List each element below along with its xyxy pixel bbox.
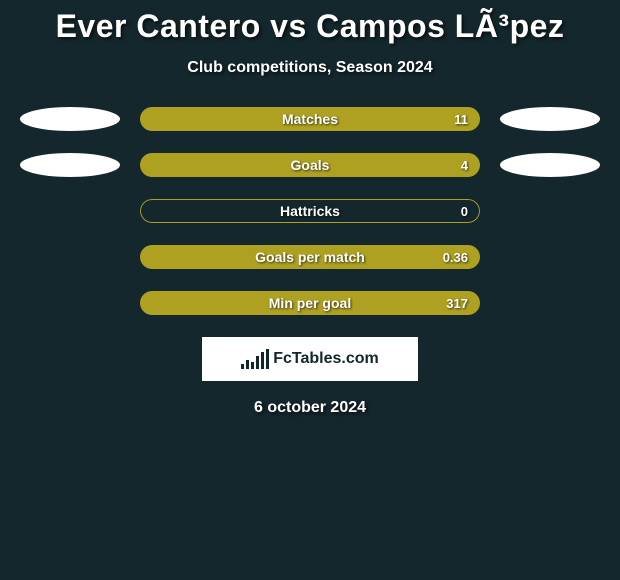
left-ellipse-slot [20,245,120,269]
stat-bar: Hattricks0 [140,199,480,223]
left-ellipse-slot [20,107,120,131]
right-ellipse-slot [500,153,600,177]
player2-marker [500,153,600,177]
stat-bar-fill [140,107,480,131]
stat-row: Hattricks0 [0,199,620,223]
generated-date: 6 october 2024 [0,399,620,417]
right-ellipse-slot [500,199,600,223]
right-ellipse-slot [500,291,600,315]
stat-rows: Matches11 Goals4 Hattricks0 Goals per match… [0,107,620,315]
stat-row: Goals per match0.36 [0,245,620,269]
stat-bar-fill [140,153,480,177]
stat-row: Min per goal317 [0,291,620,315]
right-ellipse-slot [500,107,600,131]
stat-bar-outline [140,199,480,223]
player1-marker [20,153,120,177]
stat-label: Hattricks [140,199,480,223]
comparison-subtitle: Club competitions, Season 2024 [0,59,620,77]
left-ellipse-slot [20,153,120,177]
player2-marker [500,107,600,131]
right-ellipse-slot [500,245,600,269]
player1-marker [20,107,120,131]
logo-text: FcTables.com [273,350,379,368]
comparison-card: Ever Cantero vs Campos LÃ³pez Club compe… [0,0,620,417]
stat-bar: Min per goal317 [140,291,480,315]
fctables-logo: FcTables.com [202,337,418,381]
comparison-title: Ever Cantero vs Campos LÃ³pez [0,8,620,45]
stat-value: 0 [461,199,468,223]
left-ellipse-slot [20,199,120,223]
left-ellipse-slot [20,291,120,315]
logo-bars-icon [241,349,269,369]
stat-row: Goals4 [0,153,620,177]
stat-bar: Goals per match0.36 [140,245,480,269]
stat-bar: Goals4 [140,153,480,177]
stat-row: Matches11 [0,107,620,131]
stat-bar-fill [140,291,480,315]
stat-bar: Matches11 [140,107,480,131]
stat-bar-fill [140,245,480,269]
